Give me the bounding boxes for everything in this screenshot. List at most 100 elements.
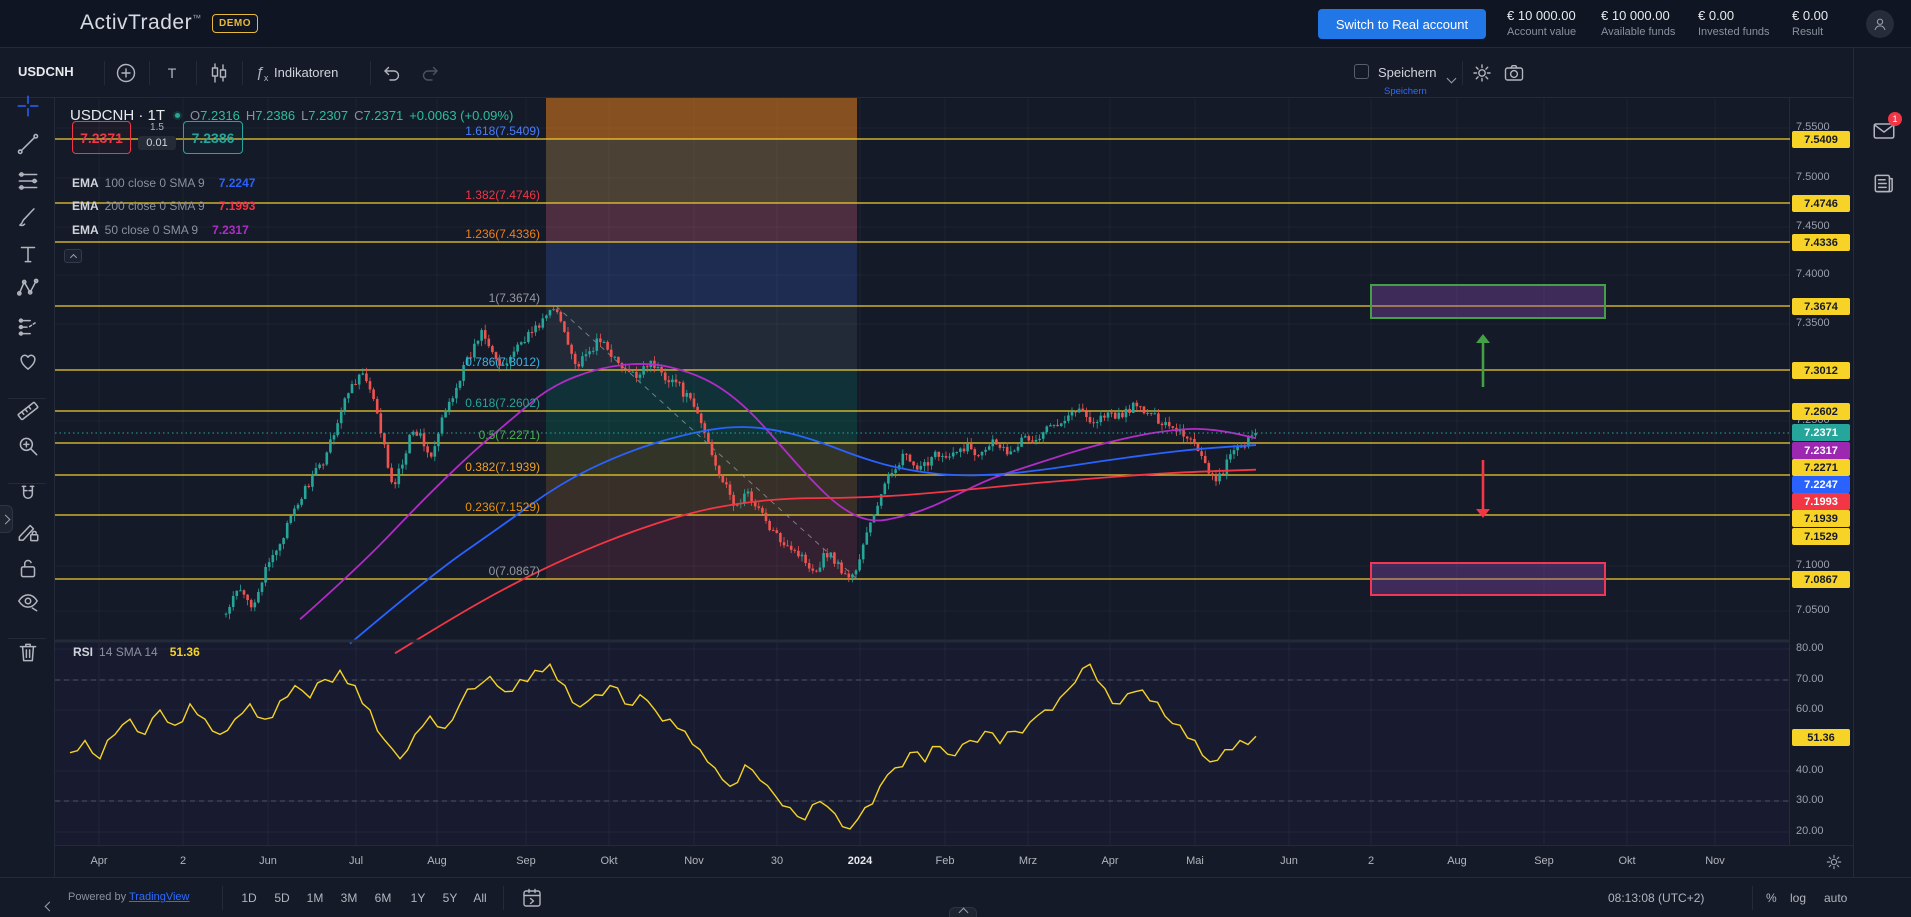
fib-level-label: 0.786(7.3012) [465,355,540,369]
chart-area: 1.618(7.5409) 1.382(7.4746) 1.236(7.4336) 1… [55,98,1790,845]
axis-price-label: 20.00 [1796,825,1824,837]
toolbar-separator [8,483,46,484]
auto-scale-button[interactable]: auto [1824,891,1848,905]
price-badge: 7.5409 [1792,131,1850,148]
time-axis-label: Apr [90,855,108,867]
redo-icon[interactable] [418,61,442,85]
unlock-icon[interactable] [15,555,41,581]
time-axis-gear-icon[interactable] [1824,852,1844,872]
indicator-row-ema50[interactable]: EMA 50 close 0 SMA 9 7.2317 [72,223,249,237]
mail-icon[interactable] [1871,118,1897,144]
ruler-icon[interactable] [15,398,41,424]
time-axis-label: Nov [1705,855,1725,867]
time-axis[interactable]: Apr 2 Jun Jul Aug Sep Okt Nov 30 2024 Feb Mrz Apr Mai… [55,845,1853,877]
percent-scale-button[interactable]: % [1766,891,1777,905]
indicator-row-ema200[interactable]: EMA 200 close 0 SMA 9 7.1993 [72,199,256,213]
range-button-5d[interactable]: 5D [267,885,297,911]
axis-price-label: 7.4500 [1796,220,1830,232]
time-axis-label: Feb [935,855,955,867]
clock[interactable]: 08:13:08 (UTC+2) [1608,891,1705,905]
powered-by: Powered by TradingView [68,891,190,903]
chevron-down-icon[interactable] [1446,69,1457,87]
bottom-left-collapse-tab[interactable] [44,898,60,914]
legend-collapse-button[interactable] [64,249,82,263]
time-axis-label: Mai [1186,855,1204,867]
avatar[interactable] [1866,10,1894,38]
chart-style-candles-icon[interactable] [207,61,231,85]
brush-icon[interactable] [15,204,41,230]
range-button-5y[interactable]: 5Y [435,885,465,911]
indicators-button[interactable]: Indikatoren [274,65,339,80]
range-button-1d[interactable]: 1D [234,885,264,911]
save-checkbox[interactable] [1354,64,1369,79]
time-axis-label: 2 [179,855,187,867]
trade-panel-toggle-tab[interactable] [949,907,977,917]
time-axis-label: Jul [348,855,364,867]
app-logo: ActivTrader™ [80,11,202,34]
fib-level-label: 0.618(7.2602) [465,396,540,410]
time-axis-label: Apr [1101,855,1119,867]
time-axis-label: Aug [427,855,447,867]
expand-watchlist-tab[interactable] [0,505,13,533]
hide-drawings-icon[interactable] [15,588,41,614]
sell-button[interactable]: 7.2371 [72,121,131,154]
heart-icon[interactable] [15,348,41,374]
indicator-row-rsi[interactable]: RSI 14 SMA 14 51.36 [73,645,200,659]
crosshair-icon[interactable] [15,93,41,119]
drawing-toolbar [0,95,55,877]
price-badge: 7.3674 [1792,298,1850,315]
buy-button[interactable]: 7.2386 [183,121,243,154]
price-axis[interactable]: 7.5500 7.5000 7.4500 7.4000 7.3500 7.2500 7.10… [1790,98,1853,845]
interval-button[interactable]: T [167,65,177,81]
range-button-1y[interactable]: 1Y [403,885,433,911]
go-to-date-icon[interactable] [520,886,544,910]
price-badge: 7.1993 [1792,493,1850,510]
range-button-3m[interactable]: 3M [334,885,364,911]
settings-gear-icon[interactable] [1470,61,1494,85]
fib-level-label: 0(7.0867) [488,564,540,578]
price-chart-canvas[interactable] [55,98,1790,845]
price-badge: 7.2247 [1792,476,1850,493]
toolbar-separator [8,398,46,399]
demo-badge: DEMO [212,14,258,33]
drawing-lock-icon[interactable] [15,519,41,545]
fx-icon[interactable]: ƒx [255,63,269,83]
axis-price-label: 60.00 [1796,703,1824,715]
add-symbol-icon[interactable] [114,61,138,85]
time-axis-label: Okt [1618,855,1636,867]
symbol-button[interactable]: USDCNH [18,64,74,79]
axis-price-label: 7.3500 [1796,317,1830,329]
time-axis-label: Sep [1534,855,1554,867]
switch-to-real-account-button[interactable]: Switch to Real account [1318,9,1486,39]
fib-retracement-icon[interactable] [15,168,41,194]
remove-drawings-icon[interactable] [15,639,41,665]
log-scale-button[interactable]: log [1790,891,1807,905]
undo-icon[interactable] [380,61,404,85]
account-stat: € 0.00 Invested funds [1698,8,1770,38]
mail-badge: 1 [1888,112,1902,126]
chart-legend: USDCNH · 1T O7.2316 H7.2386 L7.2307 C7.2371… [70,107,514,124]
magnet-icon[interactable] [15,482,41,508]
price-badge: 51.36 [1792,729,1850,746]
legend-symbol[interactable]: USDCNH · 1T [70,107,166,124]
trend-line-icon[interactable] [15,131,41,157]
fib-level-label: 1.382(7.4746) [465,188,540,202]
spread-lot-widget[interactable]: 1.5 0.01 [133,121,181,151]
xabcd-pattern-icon[interactable] [15,275,41,301]
news-icon[interactable] [1871,170,1897,196]
range-button-all[interactable]: All [465,885,495,911]
zoom-in-icon[interactable] [15,433,41,459]
price-badge: 7.4336 [1792,234,1850,251]
text-icon[interactable] [15,241,41,267]
tradingview-link[interactable]: TradingView [128,891,190,903]
camera-snapshot-icon[interactable] [1502,61,1526,85]
indicator-row-ema100[interactable]: EMA 100 close 0 SMA 9 7.2247 [72,176,256,190]
price-badge: 7.2371 [1792,424,1850,441]
price-badge: 7.0867 [1792,571,1850,588]
forecast-icon[interactable] [15,313,41,339]
save-button[interactable]: Speichern [1378,65,1437,80]
range-button-1m[interactable]: 1M [300,885,330,911]
lot-size: 0.01 [138,136,176,150]
range-button-6m[interactable]: 6M [368,885,398,911]
